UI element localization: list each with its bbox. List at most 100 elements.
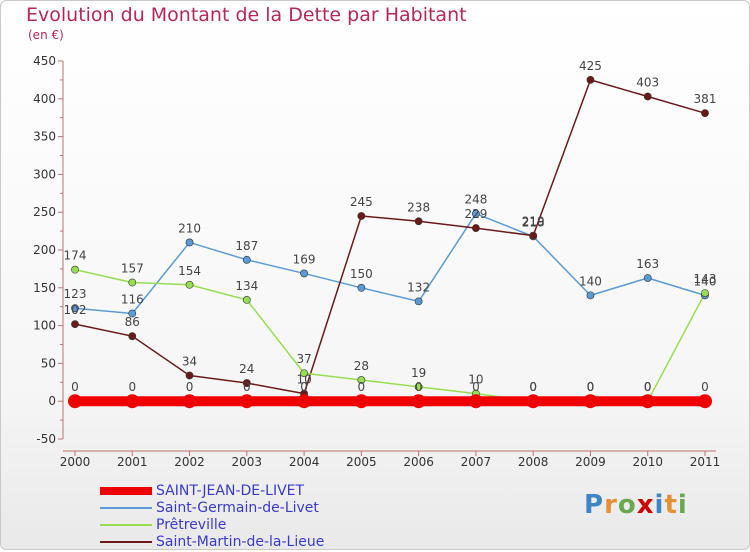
data-label: 24 [239, 362, 254, 376]
legend-label: Saint-Germain-de-Livet [156, 500, 319, 516]
data-label: 123 [64, 287, 87, 301]
data-label: 174 [64, 249, 87, 263]
logo-letter: P [584, 490, 605, 520]
logo-letter: o [617, 490, 637, 520]
data-label: 0 [529, 380, 537, 394]
series-point-2 [242, 295, 251, 304]
series-point-2 [71, 265, 79, 274]
x-tick-label: 2010 [632, 455, 663, 469]
series-point-0 [698, 394, 712, 409]
data-label: 0 [300, 380, 308, 394]
data-label: 0 [186, 380, 194, 394]
data-label: 163 [636, 257, 659, 271]
series-point-2 [414, 382, 423, 391]
y-tick-label: 100 [33, 319, 56, 333]
data-label: 210 [178, 221, 201, 235]
data-label: 86 [125, 315, 140, 329]
series-point-1 [643, 274, 652, 282]
x-tick-label: 2008 [518, 455, 549, 469]
legend-swatch [100, 487, 152, 495]
series-point-1 [472, 209, 480, 218]
series-point-3 [71, 320, 79, 328]
series-point-0 [182, 394, 197, 409]
series-point-3 [242, 379, 251, 387]
series-layer [68, 76, 712, 409]
data-label: 425 [579, 59, 602, 73]
x-tick-label: 2006 [403, 455, 434, 469]
logo-letter: i [654, 490, 665, 520]
y-tick-label: 50 [41, 356, 56, 370]
data-label: 229 [464, 207, 487, 221]
y-tick-label: 250 [33, 205, 56, 219]
chart-title: Evolution du Montant de la Dette par Hab… [26, 4, 467, 26]
data-label: 0 [529, 380, 537, 394]
data-label: 0 [358, 380, 366, 394]
data-label: 140 [579, 274, 602, 288]
legend-swatch [100, 541, 152, 543]
series-point-0 [239, 394, 254, 409]
series-point-3 [414, 217, 423, 226]
series-line-3 [74, 79, 706, 395]
data-label: 132 [407, 280, 430, 294]
legend-label: Prêtreville [156, 517, 227, 533]
series-point-0 [640, 394, 655, 409]
series-point-1 [71, 304, 79, 313]
series-point-3 [472, 224, 480, 232]
data-label: 0 [71, 380, 79, 394]
y-tick-label: 300 [33, 167, 56, 181]
data-label: 37 [296, 352, 311, 366]
series-point-2 [128, 278, 137, 287]
y-tick-label: -50 [36, 432, 56, 446]
y-tick-label: 150 [33, 281, 56, 295]
data-label: 116 [121, 293, 144, 307]
series-point-3 [701, 109, 709, 118]
series-point-1 [586, 291, 595, 300]
series-point-0 [354, 394, 369, 409]
data-label: 0 [701, 380, 709, 394]
series-point-3 [529, 231, 538, 240]
logo-letter: i [677, 490, 688, 520]
data-labels: 0 0 0 0 0 0 0 0 0 0 0 0 123 116 210 187 169 150 132 248 218 1… [64, 59, 717, 394]
series-point-1 [414, 297, 423, 306]
x-tick-label: 2005 [346, 455, 377, 469]
logo-letter: t [664, 490, 678, 520]
legend-swatch [100, 524, 152, 526]
data-label: 28 [354, 359, 369, 373]
series-point-0 [68, 394, 82, 409]
series-point-1 [128, 309, 137, 318]
x-tick-label: 2004 [289, 455, 320, 469]
series-point-1 [357, 283, 366, 292]
series-point-1 [242, 255, 251, 264]
series-point-1 [185, 238, 194, 247]
x-tick-label: 2002 [174, 455, 205, 469]
series-point-0 [297, 394, 312, 409]
data-label: 157 [121, 262, 144, 276]
data-label: 169 [293, 252, 316, 266]
data-label: 245 [350, 195, 373, 209]
series-point-0 [468, 394, 483, 409]
data-label: 10 [296, 373, 311, 387]
data-label: 19 [411, 366, 426, 380]
data-label: 143 [694, 272, 717, 286]
data-label: 238 [407, 200, 430, 214]
data-label: 0 [415, 380, 423, 394]
legend-label: Saint-Martin-de-la-Lieue [156, 534, 325, 550]
data-label: 34 [182, 354, 197, 368]
x-tick-label: 2000 [60, 455, 91, 469]
series-point-0 [583, 394, 598, 409]
data-label: 0 [644, 380, 652, 394]
data-label: 0 [644, 380, 652, 394]
series-point-3 [128, 332, 137, 341]
series-point-3 [586, 76, 595, 84]
series-point-2 [701, 289, 709, 297]
logo-letter: r [604, 490, 618, 520]
chart-subtitle: (en €) [28, 28, 64, 42]
data-label: 0 [128, 380, 136, 394]
y-tick-label: 0 [48, 394, 56, 408]
y-tick-label: 200 [33, 243, 56, 257]
series-point-0 [125, 394, 140, 409]
x-tick-label: 2011 [690, 455, 721, 469]
